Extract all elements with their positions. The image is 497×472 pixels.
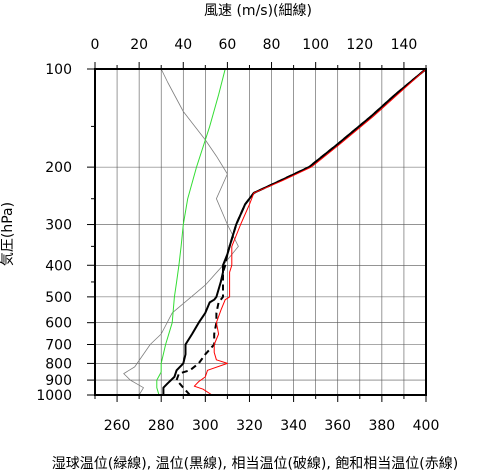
bottom-axis-tick-label: 340 (280, 418, 307, 434)
series-line-wet-bulb-potential-temperature (156, 68, 226, 396)
series-line-saturated-equivalent-potential-temperature (193, 68, 427, 396)
bottom-axis-tick-label: 260 (104, 418, 131, 434)
series-line-wind-speed (123, 68, 239, 396)
left-axis-tick-label: 200 (45, 160, 72, 176)
left-axis-tick-label: 400 (45, 258, 72, 274)
series-line-potential-temperature (162, 68, 427, 395)
top-axis-tick-label: 100 (302, 37, 329, 53)
data-series (123, 68, 427, 396)
axis-labels: 260 280 300 320 340 360 380 400 0 20 40 60 80 100 120 1… (36, 37, 439, 434)
left-axis-tick-label: 100 (45, 62, 72, 78)
axis-ticks (87, 62, 427, 402)
bottom-axis-tick-label: 300 (192, 418, 219, 434)
grid (95, 68, 426, 396)
bottom-axis-tick-label: 360 (324, 418, 351, 434)
left-axis-tick-label: 1000 (36, 388, 72, 404)
left-axis-title: 気圧(hPa) (0, 202, 16, 266)
left-axis-tick-label: 900 (45, 373, 72, 389)
bottom-caption: 湿球温位(緑線), 温位(黒線), 相当温位(破線), 飽和相当温位(赤線) (52, 455, 458, 472)
top-axis-tick-label: 0 (91, 37, 100, 53)
top-axis-tick-label: 80 (263, 37, 281, 53)
top-axis-tick-label: 60 (218, 37, 236, 53)
top-axis-title: 風速 (m/s)(細線) (204, 3, 312, 19)
plot-frame (94, 68, 427, 396)
bottom-axis-tick-label: 400 (413, 418, 440, 434)
left-axis-tick-label: 800 (45, 356, 72, 372)
top-axis-tick-label: 140 (391, 37, 418, 53)
left-axis-tick-label: 300 (45, 218, 72, 234)
top-axis-tick-label: 40 (174, 37, 192, 53)
top-axis-tick-label: 120 (346, 37, 373, 53)
bottom-axis-tick-label: 380 (368, 418, 395, 434)
bottom-axis-tick-label: 280 (148, 418, 175, 434)
left-axis-tick-label: 600 (45, 316, 72, 332)
bottom-axis-tick-label: 320 (236, 418, 263, 434)
series-line-equivalent-potential-temperature (175, 68, 427, 396)
left-axis-tick-label: 700 (45, 338, 72, 354)
top-axis-tick-label: 20 (130, 37, 148, 53)
left-axis-tick-label: 500 (45, 290, 72, 306)
